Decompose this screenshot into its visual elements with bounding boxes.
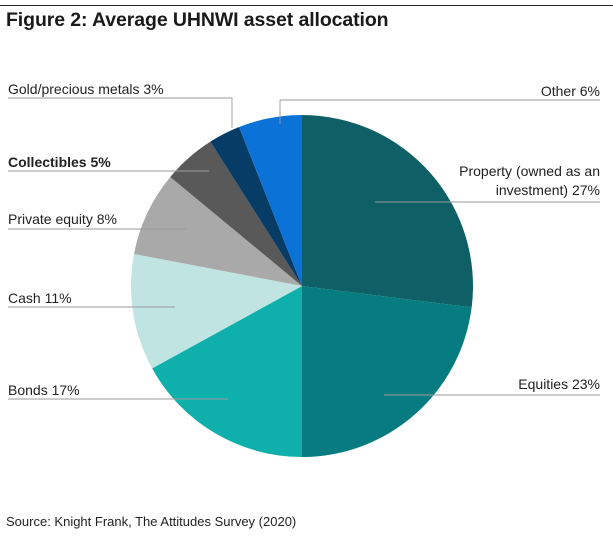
source-note: Source: Knight Frank, The Attitudes Surv… — [6, 514, 297, 529]
slice-label-bonds: Bonds 17% — [8, 382, 80, 398]
chart-title: Figure 2: Average UHNWI asset allocation — [6, 9, 389, 31]
leader-line-gold-precious-metals — [8, 97, 233, 128]
slice-label-private-equity: Private equity 8% — [8, 211, 117, 227]
slice-label-equities: Equities 23% — [518, 376, 600, 392]
slice-label-other: Other 6% — [541, 83, 600, 99]
slice-label-gold-precious-metals: Gold/precious metals 3% — [8, 81, 164, 97]
pie-slice-equities — [302, 286, 472, 457]
slice-label-collectibles: Collectibles 5% — [8, 154, 111, 170]
pie-slice-gold-precious-metals — [210, 127, 302, 286]
slice-label-cash: Cash 11% — [8, 290, 72, 306]
leader-line-other — [279, 99, 600, 124]
pie-slice-other — [239, 115, 302, 286]
pie-slice-private-equity — [134, 177, 302, 286]
slice-label-property-owned-as-an-investment-line-1: Property (owned as an — [459, 163, 600, 179]
top-rule — [0, 5, 613, 6]
pie-slice-bonds — [152, 286, 302, 457]
pie-slice-property-owned-as-an-investment — [302, 115, 473, 308]
pie-slice-cash — [131, 253, 302, 369]
pie-slice-collectibles — [170, 141, 302, 286]
slice-label-property-owned-as-an-investment-line-2: investment) 27% — [496, 182, 600, 198]
